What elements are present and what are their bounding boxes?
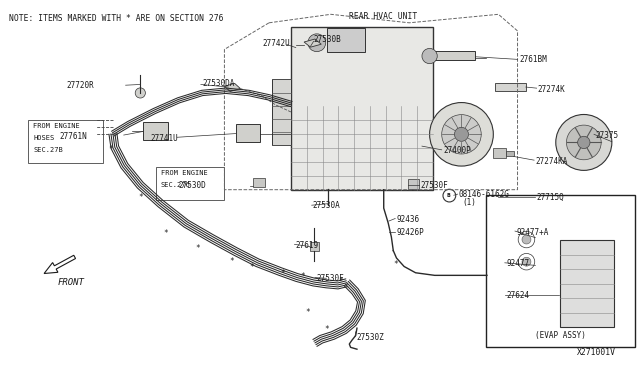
Text: *: * xyxy=(195,244,200,253)
Text: 27530Z: 27530Z xyxy=(356,333,384,342)
Circle shape xyxy=(566,125,601,160)
Polygon shape xyxy=(304,39,321,47)
Text: FRONT: FRONT xyxy=(58,278,84,286)
Polygon shape xyxy=(225,83,241,92)
Bar xyxy=(493,148,506,158)
Text: *: * xyxy=(163,229,168,238)
Circle shape xyxy=(518,253,535,270)
Circle shape xyxy=(442,115,481,154)
Text: *: * xyxy=(324,325,329,334)
Circle shape xyxy=(135,88,145,98)
Text: 27619: 27619 xyxy=(296,241,319,250)
Circle shape xyxy=(522,235,531,244)
Text: 27274KA: 27274KA xyxy=(536,157,568,166)
Text: REAR HVAC UNIT: REAR HVAC UNIT xyxy=(349,12,417,21)
Bar xyxy=(272,80,291,145)
Circle shape xyxy=(454,127,468,141)
Text: 08146-6162G: 08146-6162G xyxy=(459,190,510,199)
Text: (1): (1) xyxy=(463,198,477,207)
Bar xyxy=(326,28,365,52)
Bar xyxy=(28,119,103,163)
Text: X271001V: X271001V xyxy=(577,347,616,357)
Text: B: B xyxy=(447,193,451,198)
Text: 27400P: 27400P xyxy=(443,146,471,155)
Circle shape xyxy=(308,34,326,52)
Bar xyxy=(486,195,636,347)
Circle shape xyxy=(556,115,612,170)
Text: SEC.27B: SEC.27B xyxy=(33,147,63,153)
Text: NOTE: ITEMS MARKED WITH * ARE ON SECTION 276: NOTE: ITEMS MARKED WITH * ARE ON SECTION… xyxy=(9,14,223,23)
Text: FROM ENGINE: FROM ENGINE xyxy=(33,123,80,129)
Text: *: * xyxy=(249,263,253,272)
Text: 92477: 92477 xyxy=(506,259,529,268)
Bar xyxy=(506,151,514,156)
Text: 27530F: 27530F xyxy=(420,181,449,190)
Text: FROM ENGINE: FROM ENGINE xyxy=(161,170,207,176)
Text: 27274K: 27274K xyxy=(538,85,566,94)
Text: 27375: 27375 xyxy=(595,131,618,140)
Text: *: * xyxy=(300,272,305,280)
Text: *: * xyxy=(281,269,285,278)
Text: 27530F: 27530F xyxy=(316,274,344,283)
Text: 27715Q: 27715Q xyxy=(537,193,564,202)
Text: 92436: 92436 xyxy=(396,215,420,224)
Text: 92426P: 92426P xyxy=(396,228,424,237)
Bar xyxy=(408,179,419,189)
Text: *: * xyxy=(305,308,310,317)
Text: 27742U: 27742U xyxy=(262,39,291,48)
Text: 27741U: 27741U xyxy=(151,134,179,142)
Circle shape xyxy=(422,48,437,64)
Text: 27530D: 27530D xyxy=(179,182,207,190)
Text: *: * xyxy=(338,277,342,286)
Text: *: * xyxy=(138,193,143,202)
Text: 2761BM: 2761BM xyxy=(520,55,547,64)
Bar xyxy=(310,243,319,251)
Circle shape xyxy=(443,189,456,202)
Circle shape xyxy=(429,103,493,166)
Bar xyxy=(236,124,260,142)
Circle shape xyxy=(518,231,535,248)
Text: (EVAP ASSY): (EVAP ASSY) xyxy=(535,331,586,340)
Text: *: * xyxy=(109,145,113,154)
Bar xyxy=(143,122,168,140)
Text: *: * xyxy=(230,257,234,266)
FancyArrow shape xyxy=(44,255,76,273)
Text: *: * xyxy=(393,260,397,269)
Bar xyxy=(291,27,433,190)
Bar xyxy=(253,178,264,187)
Text: 27761N: 27761N xyxy=(60,132,88,141)
Bar xyxy=(433,51,476,61)
Text: SEC.276: SEC.276 xyxy=(161,182,191,188)
Text: 27530A: 27530A xyxy=(312,201,340,210)
Text: 27720R: 27720R xyxy=(66,81,94,90)
Text: 27624: 27624 xyxy=(506,291,529,300)
Text: 27530DA: 27530DA xyxy=(202,79,234,88)
Text: 92477+A: 92477+A xyxy=(516,228,548,237)
Bar xyxy=(495,83,526,92)
Circle shape xyxy=(578,136,590,148)
Text: HOSES: HOSES xyxy=(33,135,54,141)
Bar xyxy=(156,167,225,200)
Circle shape xyxy=(522,257,531,266)
Text: 27530B: 27530B xyxy=(314,35,341,44)
Bar xyxy=(559,240,614,327)
